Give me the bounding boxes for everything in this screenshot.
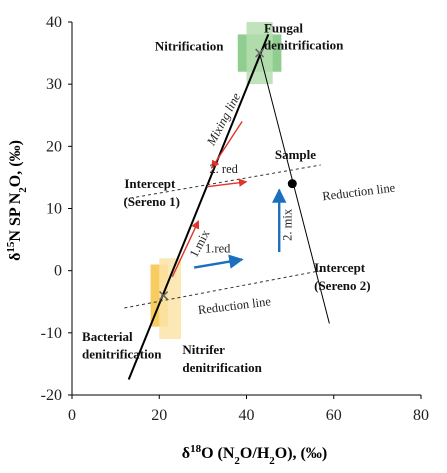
x-tick-label: 40 [239,407,255,424]
intercept1-label-1: Intercept [124,176,176,191]
y-tick-label: 30 [46,76,62,93]
nitrifer-label-1: Nitrifer [182,342,225,357]
x-tick-label: 20 [151,407,167,424]
axes: 0 20 40 60 80 -20 -10 0 10 20 30 40 [41,14,429,424]
nitrifer-denitrification-box [159,258,182,340]
axis-title-part: O/H [240,445,270,462]
sample-point [287,179,297,189]
axis-title-part: 15 [5,241,17,253]
axis-title-part: δ [7,253,24,261]
bacterial-label-2: denitrification [82,346,162,361]
mixing-arrow [211,121,243,169]
axis-title-part: δ [182,445,190,462]
sample-line [259,52,330,324]
bacterial-source-marker [159,291,169,301]
annotations: FungaldenitrificationNitrificationSample… [82,21,396,375]
x-tick-label: 0 [68,407,76,424]
axis-title-part: N SP N [7,192,24,241]
axis-title-part: 2 [269,455,275,467]
fungal-label-1: Fungal [264,21,303,36]
axis-title-part: 18 [190,443,202,455]
fungal-label-2: denitrification [264,37,344,52]
intercept1-label-2: (Sereno 1) [123,194,179,209]
arrows [171,121,287,278]
lines [124,34,330,380]
bacterial-label-1: Bacterial [82,329,133,344]
axis-title-part: 2 [234,455,240,467]
y-tick-label: -10 [41,325,62,342]
y-tick-label: 10 [46,201,62,218]
red-arrow-1 [193,254,244,269]
axis-title-part: O, (‰) [7,140,24,187]
axis-title-part: 2 [17,187,29,193]
axis-title-part: O), (‰) [275,445,327,462]
nitrification-source-marker [255,48,265,58]
y-tick-label: 20 [46,138,62,155]
x-tick-label: 80 [413,407,429,424]
reduction-line-label-upper: Reduction line [322,181,397,204]
mixing-line [127,34,270,380]
x-tick-label: 60 [326,407,342,424]
x-axis-title: δ18O (N2O/H2O), (‰) [182,443,327,467]
mix2-label: 2. mix [280,208,294,241]
y-tick-label: 40 [46,14,62,31]
y-tick-label: -20 [41,387,62,404]
red-arrow-2 [207,178,248,188]
points [159,48,297,301]
intercept2-label-1: Intercept [314,260,366,275]
y-tick-label: 0 [54,263,62,280]
red2-label: 2. red [209,162,238,176]
reduction-line-label-lower: Reduction line [197,294,272,317]
mixing-line-label: Mixing line [204,90,244,148]
y-axis-title: δ15N SP N2O, (‰) [5,140,29,261]
axis-title-part: O (N [201,445,235,462]
intercept2-label-2: (Sereno 2) [314,278,370,293]
red1-label: 1.red [205,242,231,256]
mix-arrow-1 [171,220,200,278]
sample-label: Sample [275,147,316,162]
nitrifer-label-2: denitrification [182,360,262,375]
nitrification-label: Nitrification [155,39,224,54]
